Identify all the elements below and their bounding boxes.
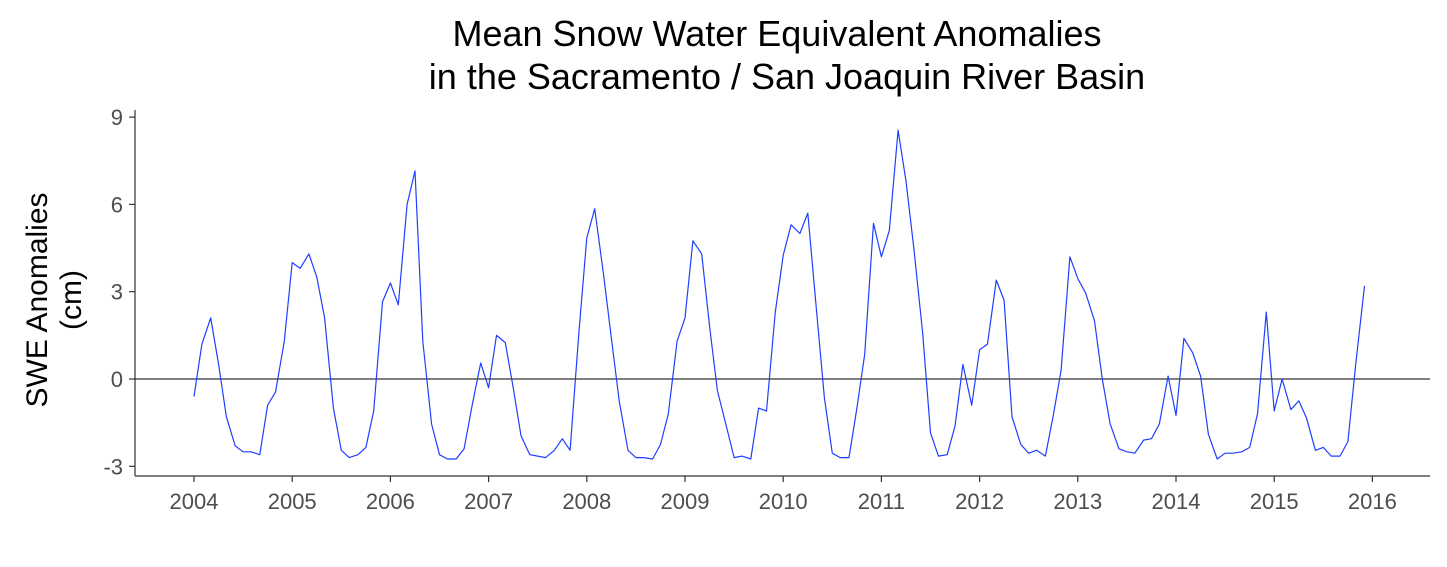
x-tick-label: 2012 (955, 489, 1004, 514)
y-tick-label: -3 (103, 454, 123, 479)
x-tick-label: 2016 (1348, 489, 1397, 514)
y-axis-title-line-1: SWE Anomalies (21, 192, 54, 407)
x-tick-label: 2013 (1053, 489, 1102, 514)
swe-series-line (193, 129, 1366, 460)
x-tick-label: 2011 (858, 489, 905, 514)
chart-title: Mean Snow Water Equivalent Anomalies in … (429, 13, 1145, 97)
x-tick-label: 2014 (1152, 489, 1201, 514)
x-tick-label: 2005 (268, 489, 317, 514)
x-tick-label: 2008 (562, 489, 611, 514)
y-tick-label: 3 (111, 280, 123, 305)
y-axis-title: SWE Anomalies (cm) (21, 192, 88, 407)
x-tick-label: 2006 (366, 489, 415, 514)
x-tick-label: 2009 (661, 489, 710, 514)
plot-area (135, 129, 1430, 460)
y-tick-label: 9 (111, 105, 123, 130)
y-tick-label: 6 (111, 192, 123, 217)
x-axis: 2004 2005 2006 2007 2008 2009 2010 2011 2012 2013… (135, 475, 1430, 514)
y-axis-title-line-2: (cm) (55, 270, 88, 330)
x-tick-label: 2007 (464, 489, 513, 514)
x-tick-label: 2010 (759, 489, 808, 514)
x-tick-label: 2004 (170, 489, 219, 514)
x-tick-label: 2015 (1250, 489, 1299, 514)
chart-title-line-2: in the Sacramento / San Joaquin River Ba… (429, 56, 1145, 97)
chart-title-line-1: Mean Snow Water Equivalent Anomalies (452, 13, 1101, 54)
y-tick-label: 0 (111, 367, 123, 392)
y-axis: -3 0 3 6 9 (103, 105, 136, 479)
